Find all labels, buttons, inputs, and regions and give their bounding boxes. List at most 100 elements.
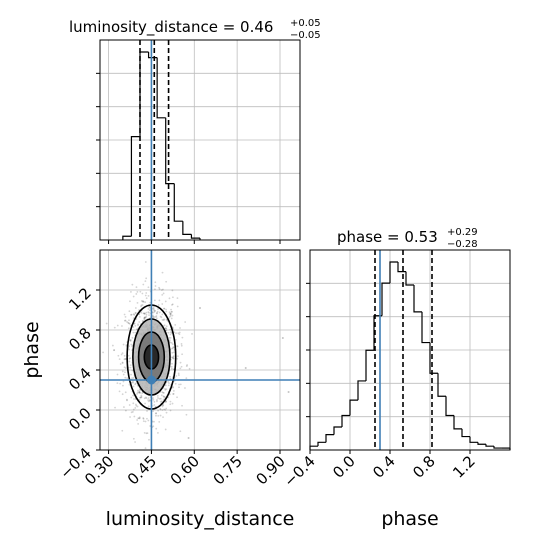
scatter-point — [169, 336, 172, 339]
y-axis-label: phase — [21, 321, 43, 378]
scatter-point — [140, 311, 143, 314]
scatter-point — [135, 403, 137, 406]
scatter-point — [122, 380, 125, 383]
scatter-point — [171, 402, 174, 405]
scatter-point — [186, 364, 189, 366]
scatter-point — [172, 393, 175, 395]
scatter-point — [178, 331, 181, 334]
scatter-point — [162, 395, 165, 398]
scatter-point — [144, 294, 147, 297]
scatter-point — [140, 305, 142, 308]
scatter-point — [156, 400, 158, 403]
scatter-point — [169, 403, 172, 406]
scatter-point — [137, 417, 140, 420]
scatter-point — [177, 332, 180, 335]
scatter-point — [153, 400, 156, 403]
scatter-point — [170, 310, 173, 313]
scatter-point — [177, 355, 179, 358]
x-tick-label: 1.2 — [449, 452, 479, 482]
scatter-point — [129, 357, 132, 360]
scatter-point — [116, 324, 119, 327]
scatter-point — [128, 322, 131, 325]
scatter-point — [158, 288, 161, 291]
scatter-point — [126, 377, 129, 380]
scatter-point — [145, 432, 148, 435]
scatter-point — [119, 363, 122, 365]
scatter-point — [172, 357, 175, 360]
scatter-point — [148, 311, 150, 314]
histogram-bin — [317, 441, 326, 447]
scatter-point — [170, 308, 172, 311]
scatter-point — [169, 375, 171, 378]
scatter-point — [165, 310, 168, 313]
scatter-point — [287, 391, 290, 393]
scatter-point — [140, 396, 143, 398]
scatter-point — [163, 324, 166, 327]
luminosity-distance-title-upper-error: +0.05 — [290, 18, 321, 29]
scatter-point — [132, 394, 134, 397]
scatter-point — [144, 261, 147, 263]
scatter-point — [126, 399, 128, 402]
scatter-point — [140, 304, 143, 307]
scatter-point — [136, 328, 138, 331]
scatter-point — [171, 303, 174, 306]
scatter-point — [172, 386, 174, 388]
scatter-point — [178, 383, 180, 386]
scatter-point — [123, 366, 126, 369]
scatter-point — [156, 310, 159, 313]
scatter-point — [146, 410, 148, 412]
scatter-point — [113, 349, 116, 351]
scatter-point — [162, 404, 165, 407]
scatter-point — [153, 308, 155, 311]
scatter-point — [171, 356, 173, 359]
scatter-point — [142, 417, 145, 419]
panel-phase-histogram: −0.4 0.0 0.4 0.8 1.2 phase = 0.53 +0.29 −0.2… — [280, 227, 511, 530]
scatter-point — [152, 314, 154, 317]
scatter-point — [154, 288, 156, 291]
scatter-point — [134, 382, 137, 385]
grid-lines — [100, 40, 300, 240]
scatter-point — [121, 393, 124, 396]
scatter-point — [148, 306, 151, 309]
scatter-point — [142, 418, 145, 420]
scatter-point — [159, 408, 162, 411]
histogram-bin — [397, 262, 406, 273]
scatter-point — [165, 318, 168, 321]
scatter-point — [176, 345, 178, 347]
scatter-point — [124, 357, 127, 360]
scatter-point — [171, 351, 174, 354]
scatter-point — [128, 310, 131, 313]
x-tick-label: 0.4 — [369, 452, 399, 482]
phase-title: phase = 0.53 — [337, 228, 438, 246]
scatter-point — [132, 381, 135, 384]
scatter-point — [162, 395, 165, 398]
scatter-point — [145, 292, 148, 294]
scatter-point — [145, 311, 148, 314]
luminosity-distance-title-lower-error: −0.05 — [290, 30, 321, 41]
scatter-point — [135, 312, 137, 314]
scatter-point — [184, 321, 187, 323]
x-axis-label: phase — [381, 508, 438, 530]
scatter-point — [179, 367, 182, 370]
scatter-point — [132, 408, 135, 411]
scatter-point — [181, 336, 184, 339]
histogram-bin — [469, 436, 478, 443]
scatter-point — [131, 410, 134, 413]
scatter-point — [139, 290, 142, 293]
scatter-point — [169, 315, 172, 317]
scatter-point — [137, 389, 139, 392]
histogram-bin — [477, 442, 486, 445]
histogram-bin — [461, 428, 470, 438]
scatter-point — [170, 332, 173, 334]
scatter-point — [167, 380, 170, 383]
histogram-bin — [341, 414, 350, 427]
scatter-point — [179, 327, 181, 329]
scatter-point — [178, 386, 180, 389]
scatter-point — [172, 357, 175, 360]
scatter-point — [180, 343, 183, 345]
scatter-point — [174, 338, 177, 341]
scatter-point — [185, 365, 188, 367]
scatter-point — [129, 364, 132, 367]
scatter-point — [176, 396, 178, 399]
scatter-point — [168, 311, 171, 314]
